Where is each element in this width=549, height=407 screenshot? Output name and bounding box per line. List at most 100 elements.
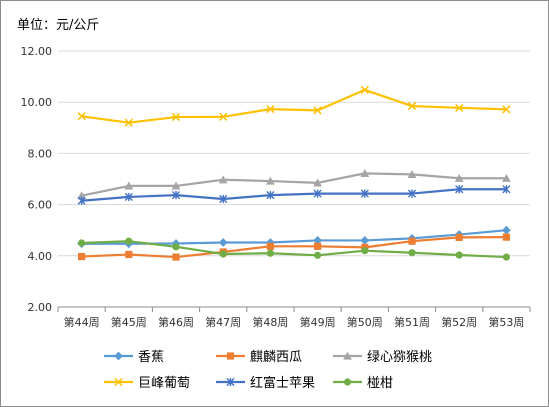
data-point [78, 239, 86, 247]
legend-swatch-marker [226, 377, 235, 387]
x-tick-label: 第52周 [441, 315, 477, 329]
series-3 [77, 85, 511, 127]
data-point [266, 176, 275, 185]
data-point [77, 191, 86, 200]
series-1 [78, 233, 510, 261]
legend-label: 红富士苹果 [250, 375, 315, 391]
x-tick-label: 第46周 [158, 315, 194, 329]
data-point [360, 236, 370, 245]
data-point [314, 242, 322, 250]
data-point [219, 194, 228, 204]
data-point [172, 243, 180, 251]
data-point [407, 169, 417, 178]
legend-item: 麒麟西瓜 [216, 349, 302, 365]
x-tick-label: 第49周 [300, 315, 336, 329]
legend-item: 红富士苹果 [216, 375, 315, 391]
legend-item: 绿心猕猴桃 [333, 350, 432, 365]
y-tick-label: 6.00 [28, 199, 53, 212]
data-point [266, 191, 275, 200]
data-point [77, 112, 86, 121]
x-tick-label: 第47周 [205, 315, 241, 329]
series-line [81, 88, 507, 124]
x-tick-label: 第50周 [347, 315, 383, 329]
data-point [219, 112, 228, 121]
series-4 [77, 185, 511, 205]
legend-swatch-marker [226, 352, 235, 360]
data-point [313, 236, 322, 245]
series-line [81, 236, 507, 259]
legend-item: 香蕉 [104, 350, 164, 365]
legend-label: 香蕉 [138, 350, 164, 365]
data-point [124, 118, 133, 127]
y-tick-label: 10.00 [21, 96, 53, 109]
data-point [266, 242, 274, 250]
data-point [455, 251, 463, 259]
data-point [408, 237, 416, 245]
legend-label: 椪柑 [367, 376, 393, 391]
y-tick-label: 2.00 [28, 301, 53, 314]
legend-swatch-marker [343, 351, 352, 360]
data-point [171, 112, 181, 122]
data-point [502, 173, 511, 182]
data-point [266, 249, 274, 257]
legend-label: 麒麟西瓜 [250, 349, 302, 365]
series-line [81, 172, 507, 197]
data-point [455, 233, 463, 241]
data-point [313, 178, 322, 187]
data-point [124, 181, 134, 190]
data-point [360, 168, 370, 177]
data-point [502, 105, 511, 114]
data-point [361, 247, 369, 255]
data-point [124, 192, 133, 202]
x-tick-label: 第44周 [64, 315, 100, 329]
data-point [171, 191, 181, 200]
y-tick-label: 8.00 [28, 147, 53, 160]
data-point [218, 175, 228, 184]
data-point [266, 104, 275, 114]
series-2 [77, 168, 511, 200]
data-point [77, 196, 86, 205]
data-point [408, 249, 416, 257]
legend-swatch-marker [114, 351, 123, 361]
data-point [407, 101, 417, 111]
y-tick-label: 4.00 [28, 250, 53, 263]
data-point [219, 250, 227, 258]
unit-label: 单位：元/公斤 [17, 18, 100, 33]
data-point [171, 181, 181, 190]
data-point [218, 238, 228, 247]
x-tick-label: 第51周 [394, 315, 430, 329]
data-point [314, 251, 322, 259]
legend-label: 绿心猕猴桃 [367, 350, 432, 365]
data-point [502, 225, 511, 235]
series-5 [78, 237, 510, 261]
series-line [81, 229, 507, 245]
data-point [78, 252, 86, 261]
legend-item: 椪柑 [333, 376, 393, 391]
data-point [360, 85, 369, 95]
data-point [454, 173, 464, 182]
data-point [455, 103, 464, 112]
data-point [407, 189, 417, 198]
data-point [502, 253, 510, 261]
series-line [81, 240, 507, 259]
data-point [502, 185, 511, 194]
y-tick-label: 12.00 [21, 45, 53, 58]
x-tick-label: 第53周 [488, 315, 524, 329]
legend-swatch-marker [114, 377, 123, 387]
data-point [125, 237, 133, 245]
legend-label: 巨峰葡萄 [138, 376, 190, 391]
series-0 [77, 225, 511, 249]
legend-swatch-marker [343, 378, 352, 386]
data-point [172, 253, 180, 261]
data-point [455, 185, 464, 194]
series-line [81, 188, 507, 202]
data-point [313, 106, 322, 115]
legend-item: 巨峰葡萄 [104, 376, 190, 391]
data-point [502, 233, 510, 241]
data-point [125, 250, 133, 259]
data-point [313, 189, 322, 198]
x-tick-label: 第48周 [252, 315, 288, 329]
data-point [360, 189, 369, 198]
